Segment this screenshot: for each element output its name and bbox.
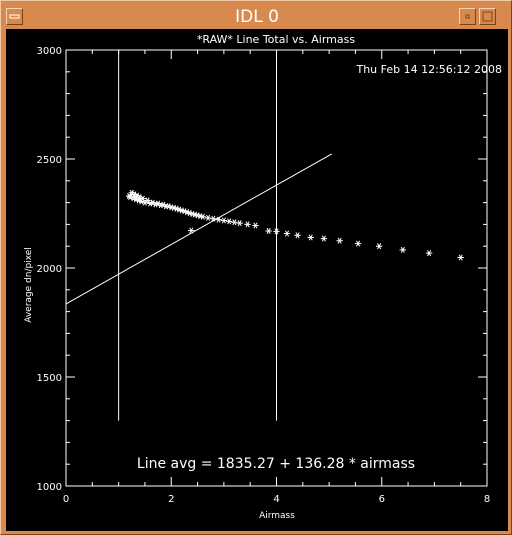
y-tick-label: 1000 [37, 482, 62, 493]
data-point [336, 237, 343, 244]
chart-title: *RAW* Line Total vs. Airmass [197, 33, 355, 46]
data-point [294, 232, 301, 239]
fit-line [65, 153, 333, 305]
y-axis-label: Average dn/pixel [24, 247, 34, 323]
chart-timestamp: Thu Feb 14 12:56:12 2008 [355, 63, 502, 76]
window-title: IDL 0 [235, 7, 279, 27]
y-tick-label: 2000 [37, 264, 62, 275]
x-tick-label: 0 [63, 494, 69, 505]
x-tick-label: 6 [379, 494, 385, 505]
data-point [236, 220, 243, 227]
y-tick-label: 2500 [37, 155, 62, 166]
data-point [425, 250, 433, 257]
maximize-icon[interactable] [479, 8, 496, 25]
data-point [273, 228, 280, 235]
vertical-markers [118, 50, 277, 421]
fit-annotation: Line avg = 1835.27 + 136.28 * airmass [137, 456, 415, 472]
data-point [244, 221, 251, 228]
plot-window: 0 2 4 6 8 1000 1500 2000 2500 3000 *RAW* Line Tot… [6, 29, 508, 531]
x-tick-label: 8 [484, 494, 490, 505]
y-tick-label: 3000 [37, 46, 62, 57]
data-point [354, 240, 362, 247]
data-point [188, 227, 195, 234]
title-bar[interactable]: IDL 0 [5, 5, 509, 29]
data-point [225, 218, 233, 225]
window-menu-icon[interactable] [6, 8, 23, 25]
data-point [457, 254, 464, 261]
y-tick-label: 1500 [37, 373, 62, 384]
data-point [144, 197, 151, 204]
data-point [204, 214, 212, 221]
data-point [210, 215, 217, 222]
data-point [215, 216, 222, 223]
x-tick-label: 4 [273, 494, 279, 505]
data-point [375, 243, 383, 250]
data-point [252, 222, 259, 229]
x-tick-label: 2 [168, 494, 174, 505]
fit-line-group [65, 153, 333, 305]
x-axis-label: Airmass [259, 511, 295, 521]
data-point [199, 213, 207, 220]
data-point [320, 235, 328, 242]
data-points [125, 189, 464, 261]
data-point [231, 219, 238, 226]
minimize-icon[interactable] [459, 8, 476, 25]
plot-canvas: 0 2 4 6 8 1000 1500 2000 2500 3000 *RAW* Line Tot… [24, 33, 502, 521]
data-point [283, 230, 291, 237]
data-point [399, 246, 406, 253]
axis-ticks: 0 2 4 6 8 1000 1500 2000 2500 3000 [37, 46, 491, 505]
data-point [307, 234, 314, 241]
data-point [220, 217, 228, 224]
data-point [265, 227, 272, 234]
